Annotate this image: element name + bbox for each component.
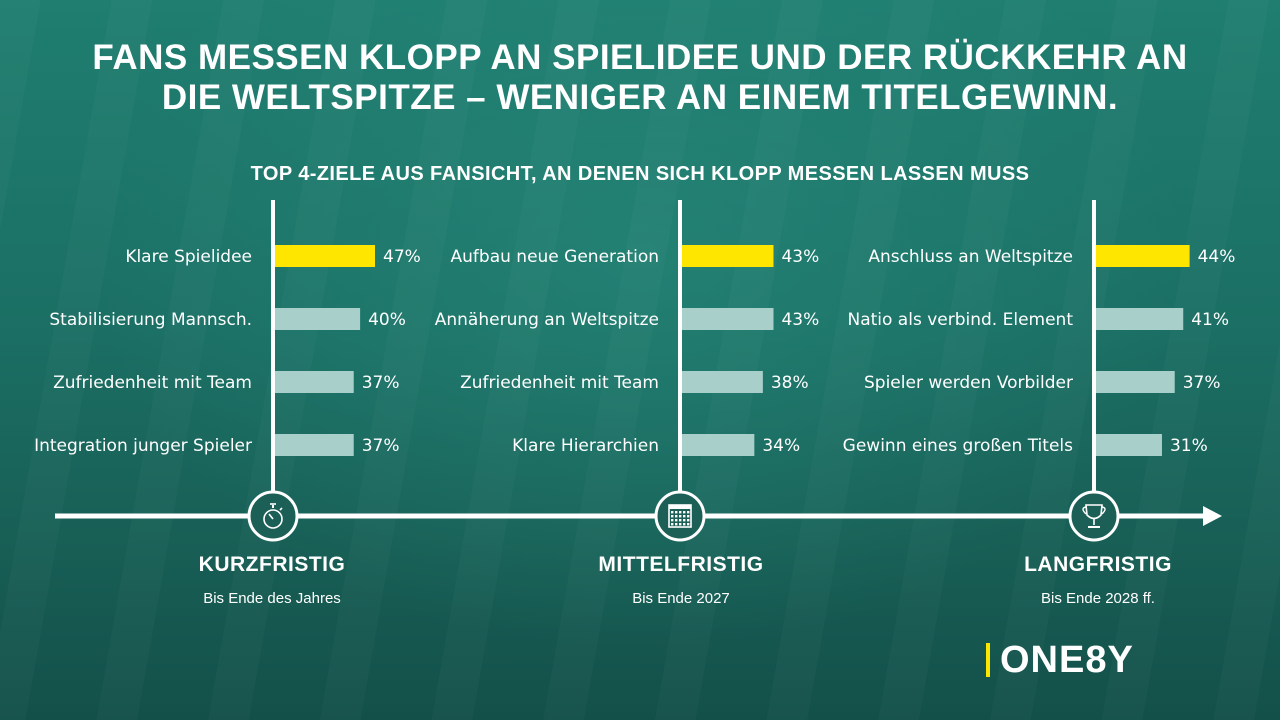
logo-text: ONE8Y — [1000, 638, 1134, 681]
category-label: Integration junger Spieler — [34, 436, 252, 456]
bar — [682, 371, 763, 393]
bar — [275, 245, 375, 267]
calendar-icon — [654, 490, 706, 542]
value-label: 38% — [771, 373, 809, 393]
category-label: Aufbau neue Generation — [451, 247, 659, 267]
phase-label-mid: MITTELFRISTIG — [598, 553, 764, 576]
value-label: 37% — [1183, 373, 1221, 393]
bar — [682, 245, 774, 267]
value-label: 44% — [1198, 247, 1236, 267]
phase-sub-short: Bis Ende des Jahres — [203, 590, 341, 607]
bar — [1096, 245, 1190, 267]
value-label: 47% — [383, 247, 421, 267]
category-label: Natio als verbind. Element — [847, 310, 1073, 330]
bar — [275, 308, 361, 330]
bar — [275, 371, 354, 393]
value-label: 31% — [1170, 436, 1208, 456]
stopwatch-icon — [247, 490, 299, 542]
category-label: Zufriedenheit mit Team — [53, 373, 252, 393]
chart-subtitle: TOP 4-ZIELE AUS FANSICHT, AN DENEN SICH … — [250, 163, 1030, 185]
bar — [682, 308, 774, 330]
category-label: Spieler werden Vorbilder — [864, 373, 1073, 393]
category-label: Zufriedenheit mit Team — [460, 373, 659, 393]
value-label: 37% — [362, 373, 400, 393]
trophy-icon — [1068, 490, 1120, 542]
logo-accent-bar — [986, 643, 990, 677]
bar — [1096, 371, 1175, 393]
category-label: Annäherung an Weltspitze — [435, 310, 659, 330]
category-label: Gewinn eines großen Titels — [843, 436, 1073, 456]
value-label: 41% — [1191, 310, 1229, 330]
value-label: 43% — [781, 247, 819, 267]
bar — [1096, 434, 1162, 456]
phase-sub-mid: Bis Ende 2027 — [632, 590, 730, 607]
bar — [682, 434, 755, 456]
phase-label-long: LANGFRISTIG — [1024, 553, 1172, 576]
phase-label-short: KURZFRISTIG — [198, 553, 346, 576]
title-line-2: DIE WELTSPITZE – WENIGER AN EINEM TITELG… — [161, 78, 1119, 117]
phase-sub-long: Bis Ende 2028 ff. — [1041, 590, 1155, 607]
category-label: Klare Hierarchien — [512, 436, 659, 456]
category-label: Anschluss an Weltspitze — [868, 247, 1073, 267]
value-label: 43% — [781, 310, 819, 330]
bar — [1096, 308, 1184, 330]
category-label: Stabilisierung Mannsch. — [49, 310, 252, 330]
brand-logo: ONE8Y — [986, 638, 1134, 681]
value-label: 34% — [762, 436, 800, 456]
title-line-1: FANS MESSEN KLOPP AN SPIELIDEE UND DER R… — [92, 38, 1188, 77]
value-label: 37% — [362, 436, 400, 456]
value-label: 40% — [368, 310, 406, 330]
bar — [275, 434, 354, 456]
timeline-arrowhead — [1203, 506, 1222, 526]
category-label: Klare Spielidee — [125, 247, 252, 267]
page-title: FANS MESSEN KLOPP AN SPIELIDEE UND DER R… — [0, 38, 1280, 118]
